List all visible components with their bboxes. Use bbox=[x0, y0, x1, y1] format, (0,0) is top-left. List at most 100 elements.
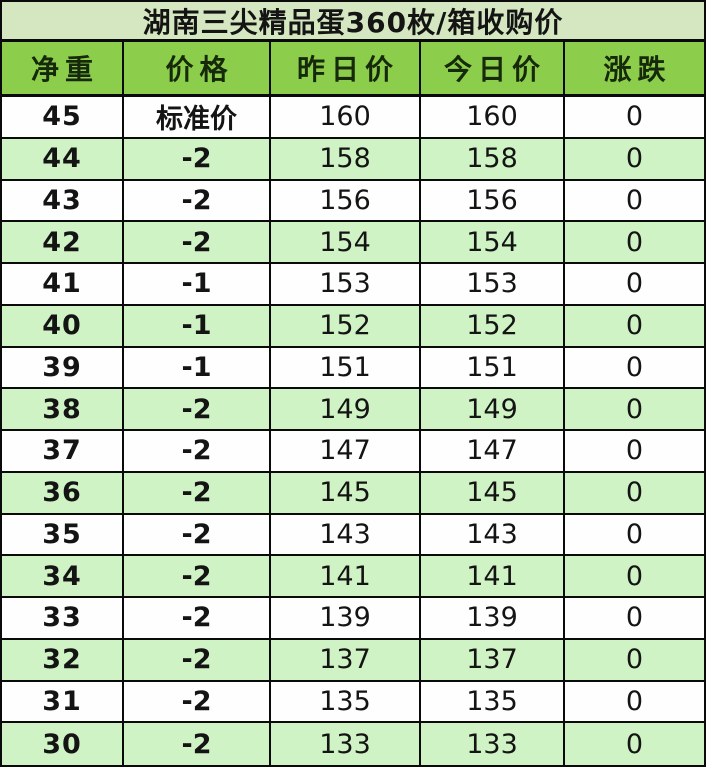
cell-change: 0 bbox=[565, 473, 704, 515]
cell-yesterday-price: 141 bbox=[271, 556, 421, 598]
table-row: 43 -2 156 156 0 bbox=[2, 180, 704, 223]
cell-price: -2 bbox=[124, 639, 271, 682]
cell-change: 0 bbox=[565, 222, 704, 264]
cell-yesterday-price: 145 bbox=[271, 472, 421, 515]
cell-price: -2 bbox=[124, 556, 271, 598]
table-row: 34 -2 141 141 0 bbox=[2, 556, 704, 598]
cell-change: 0 bbox=[565, 348, 704, 390]
cell-today-price: 141 bbox=[421, 556, 565, 598]
cell-net-weight: 42 bbox=[2, 222, 124, 264]
cell-yesterday-price: 147 bbox=[271, 431, 421, 473]
table-row: 31 -2 135 135 0 bbox=[2, 681, 704, 724]
cell-net-weight: 40 bbox=[2, 305, 124, 348]
cell-net-weight: 37 bbox=[2, 431, 124, 473]
cell-today-price: 143 bbox=[421, 514, 565, 557]
cell-price: -2 bbox=[124, 681, 271, 724]
cell-net-weight: 35 bbox=[2, 514, 124, 557]
cell-net-weight: 45 bbox=[2, 97, 124, 139]
cell-yesterday-price: 160 bbox=[271, 97, 421, 139]
cell-today-price: 158 bbox=[421, 138, 565, 181]
cell-price: -2 bbox=[124, 472, 271, 515]
cell-price: -2 bbox=[124, 598, 271, 640]
table-row: 37 -2 147 147 0 bbox=[2, 431, 704, 473]
table-body: 45 标准价 160 160 0 44 -2 158 158 0 43 -2 1… bbox=[2, 97, 704, 765]
cell-change: 0 bbox=[565, 97, 704, 139]
cell-yesterday-price: 156 bbox=[271, 180, 421, 223]
cell-today-price: 156 bbox=[421, 180, 565, 223]
cell-price: -1 bbox=[124, 305, 271, 348]
cell-change: 0 bbox=[565, 431, 704, 473]
cell-yesterday-price: 153 bbox=[271, 264, 421, 306]
cell-change: 0 bbox=[565, 640, 704, 682]
cell-today-price: 154 bbox=[421, 222, 565, 264]
table-row: 45 标准价 160 160 0 bbox=[2, 97, 704, 139]
cell-change: 0 bbox=[565, 598, 704, 640]
cell-price: -2 bbox=[124, 138, 271, 181]
cell-today-price: 133 bbox=[421, 723, 565, 765]
cell-today-price: 149 bbox=[421, 389, 565, 431]
table-header-row: 净重 价格 昨日价 今日价 涨跌 bbox=[2, 42, 704, 97]
cell-yesterday-price: 158 bbox=[271, 138, 421, 181]
cell-price: -2 bbox=[124, 514, 271, 557]
cell-price: -2 bbox=[124, 222, 271, 264]
table-row: 44 -2 158 158 0 bbox=[2, 138, 704, 181]
cell-net-weight: 43 bbox=[2, 180, 124, 223]
header-cell-change: 涨跌 bbox=[603, 53, 672, 86]
cell-price: -1 bbox=[124, 264, 271, 306]
cell-yesterday-price: 149 bbox=[271, 389, 421, 431]
cell-change: 0 bbox=[565, 139, 704, 181]
table-row: 30 -2 133 133 0 bbox=[2, 723, 704, 765]
cell-net-weight: 38 bbox=[2, 389, 124, 431]
cell-net-weight: 39 bbox=[2, 347, 124, 390]
cell-today-price: 147 bbox=[421, 431, 565, 473]
table-row: 42 -2 154 154 0 bbox=[2, 222, 704, 264]
cell-today-price: 139 bbox=[421, 598, 565, 640]
cell-net-weight: 44 bbox=[2, 138, 124, 181]
cell-change: 0 bbox=[565, 264, 704, 306]
table-title: 湖南三尖精品蛋360枚/箱收购价 bbox=[2, 2, 704, 42]
cell-today-price: 160 bbox=[421, 97, 565, 139]
cell-price: -2 bbox=[124, 389, 271, 431]
cell-yesterday-price: 139 bbox=[271, 598, 421, 640]
cell-today-price: 151 bbox=[421, 347, 565, 390]
table-row: 36 -2 145 145 0 bbox=[2, 472, 704, 515]
cell-today-price: 153 bbox=[421, 264, 565, 306]
cell-today-price: 152 bbox=[421, 305, 565, 348]
cell-net-weight: 31 bbox=[2, 681, 124, 724]
header-cell-price: 价格 bbox=[124, 42, 271, 94]
cell-net-weight: 36 bbox=[2, 472, 124, 515]
cell-today-price: 137 bbox=[421, 639, 565, 682]
cell-price: -2 bbox=[124, 723, 271, 765]
cell-net-weight: 30 bbox=[2, 723, 124, 765]
cell-net-weight: 32 bbox=[2, 639, 124, 682]
cell-net-weight: 33 bbox=[2, 598, 124, 640]
cell-net-weight: 41 bbox=[2, 264, 124, 306]
cell-today-price: 145 bbox=[421, 472, 565, 515]
cell-yesterday-price: 137 bbox=[271, 639, 421, 682]
cell-price: 标准价 bbox=[124, 97, 271, 139]
table-row: 41 -1 153 153 0 bbox=[2, 264, 704, 306]
cell-change: 0 bbox=[565, 389, 704, 431]
cell-change: 0 bbox=[565, 181, 704, 223]
cell-change: 0 bbox=[565, 556, 704, 598]
cell-today-price: 135 bbox=[421, 681, 565, 724]
header-cell-net-weight: 净重 bbox=[2, 42, 124, 94]
table-row: 32 -2 137 137 0 bbox=[2, 639, 704, 682]
cell-yesterday-price: 143 bbox=[271, 514, 421, 557]
cell-change: 0 bbox=[565, 306, 704, 348]
cell-net-weight: 34 bbox=[2, 556, 124, 598]
table-row: 35 -2 143 143 0 bbox=[2, 514, 704, 557]
table-row: 38 -2 149 149 0 bbox=[2, 389, 704, 431]
table-row: 33 -2 139 139 0 bbox=[2, 598, 704, 640]
table-row: 40 -1 152 152 0 bbox=[2, 305, 704, 348]
table-row: 39 -1 151 151 0 bbox=[2, 347, 704, 390]
cell-yesterday-price: 152 bbox=[271, 305, 421, 348]
cell-change: 0 bbox=[625, 728, 644, 760]
header-cell-yesterday-price: 昨日价 bbox=[271, 42, 421, 94]
cell-yesterday-price: 154 bbox=[271, 222, 421, 264]
cell-yesterday-price: 151 bbox=[271, 347, 421, 390]
cell-change: 0 bbox=[565, 682, 704, 724]
cell-change: 0 bbox=[565, 515, 704, 557]
cell-yesterday-price: 133 bbox=[271, 723, 421, 765]
